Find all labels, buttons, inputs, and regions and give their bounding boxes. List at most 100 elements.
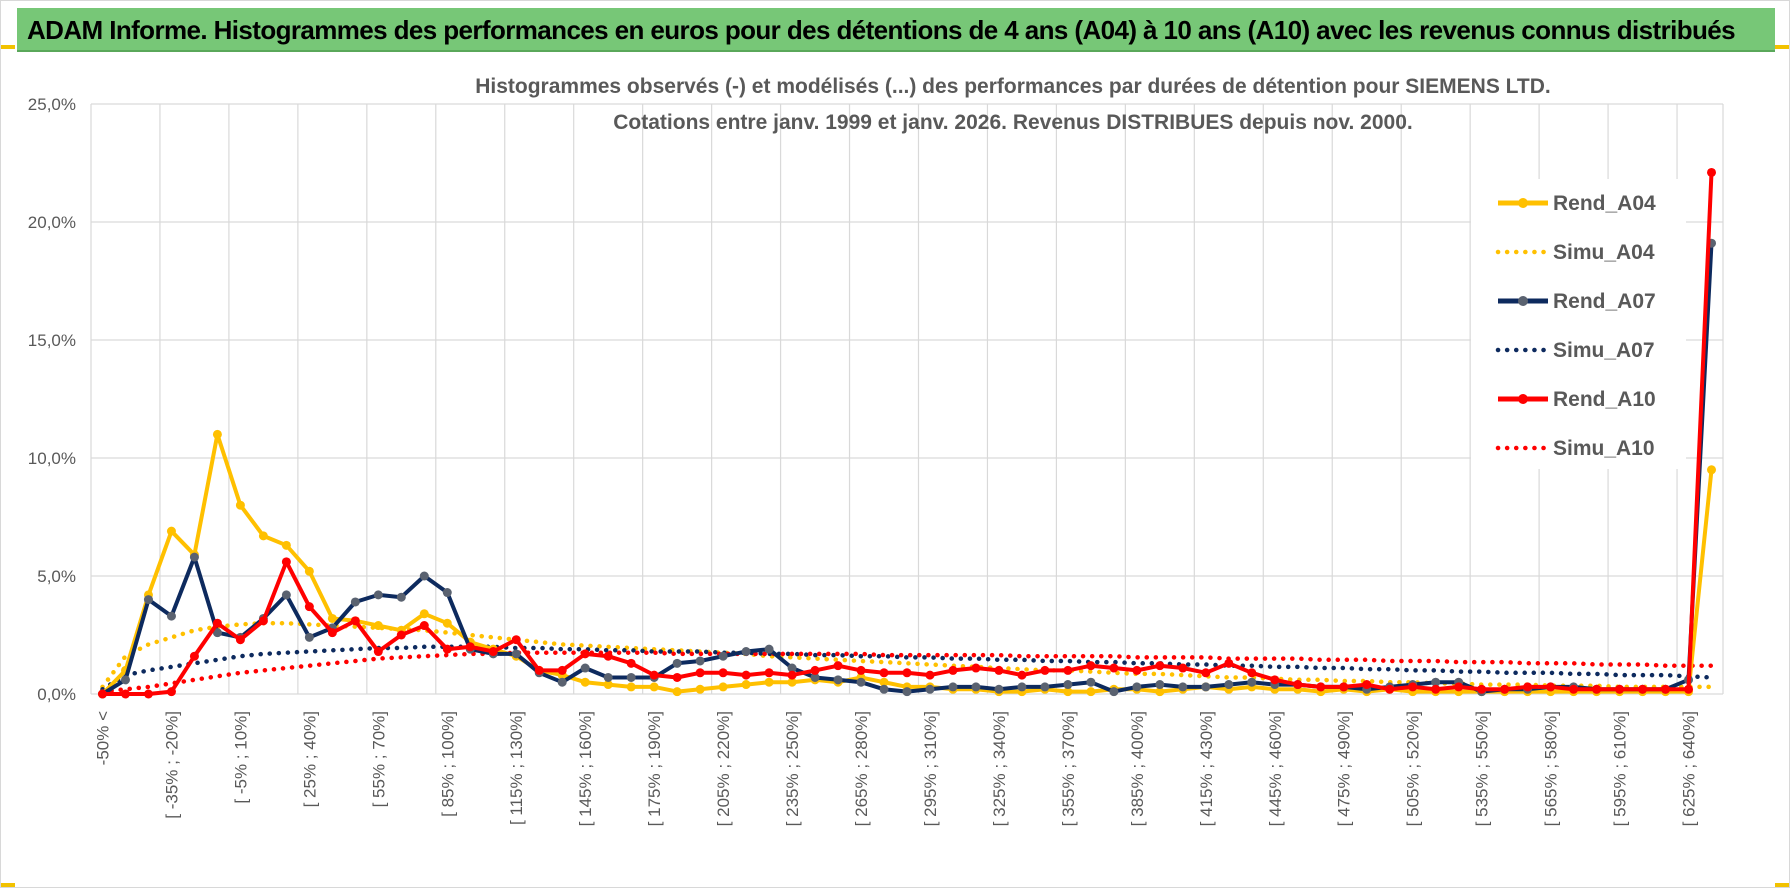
data-point — [373, 647, 383, 657]
data-point — [741, 647, 751, 657]
data-point — [925, 684, 935, 694]
x-tick-label: [ 565% ; 580%] — [1542, 711, 1561, 826]
series-layer — [97, 167, 1717, 699]
data-point — [235, 635, 245, 645]
data-point — [1684, 684, 1694, 694]
data-point — [212, 628, 222, 638]
data-point — [1155, 687, 1165, 697]
data-point — [718, 668, 728, 678]
data-point — [856, 677, 866, 687]
x-tick-label: [ 445% ; 460%] — [1266, 711, 1285, 826]
data-point — [580, 677, 590, 687]
data-point — [327, 613, 337, 623]
data-point — [1109, 687, 1119, 697]
data-point — [1569, 684, 1579, 694]
data-point — [1592, 684, 1602, 694]
data-point — [672, 672, 682, 682]
data-point — [1063, 665, 1073, 675]
data-point — [948, 665, 958, 675]
data-point — [258, 616, 268, 626]
x-tick-label: [ 25% ; 40%] — [300, 711, 319, 807]
data-point — [304, 566, 314, 576]
data-point — [764, 644, 774, 654]
data-point — [143, 595, 153, 605]
data-point — [603, 651, 613, 661]
data-point — [879, 684, 889, 694]
legend-label: Simu_A07 — [1553, 339, 1655, 362]
data-point — [258, 531, 268, 541]
x-tick-label: [ 535% ; 550%] — [1473, 711, 1492, 826]
data-point — [718, 651, 728, 661]
data-point — [1086, 677, 1096, 687]
data-point — [304, 602, 314, 612]
legend-label: Rend_A10 — [1553, 388, 1656, 411]
corner-mark-top-right — [1775, 45, 1789, 49]
x-tick-label: [ 115% ; 130%] — [507, 711, 526, 825]
data-point — [350, 597, 360, 607]
data-point — [1385, 684, 1395, 694]
data-point — [833, 675, 843, 685]
data-point — [442, 618, 452, 628]
data-point — [649, 682, 659, 692]
x-tick-label: [ 505% ; 520%] — [1404, 711, 1423, 826]
data-point — [1132, 665, 1142, 675]
data-point — [787, 677, 797, 687]
series-simu-a07 — [100, 644, 1714, 692]
data-point — [1109, 663, 1119, 673]
data-point — [1017, 670, 1027, 680]
data-point — [971, 682, 981, 692]
data-point — [1661, 684, 1671, 694]
data-point — [1615, 684, 1625, 694]
y-tick-label: 25,0% — [28, 95, 76, 114]
legend-marker — [1518, 394, 1528, 404]
legend-item: Simu_A04 — [1495, 241, 1655, 264]
data-point — [1178, 682, 1188, 692]
x-tick-label: [ 175% ; 190%] — [645, 711, 664, 826]
data-point — [626, 672, 636, 682]
data-point — [741, 680, 751, 690]
data-point — [1155, 680, 1165, 690]
y-tick-label: 20,0% — [28, 213, 76, 232]
data-point — [1293, 680, 1303, 690]
data-point — [143, 689, 153, 699]
data-point — [120, 689, 130, 699]
data-point — [212, 429, 222, 439]
data-point — [1155, 661, 1165, 671]
gridlines — [90, 103, 1724, 695]
series-rend-a10 — [97, 167, 1717, 699]
data-point — [1132, 682, 1142, 692]
data-point — [1270, 675, 1280, 685]
data-point — [235, 500, 245, 510]
data-point — [419, 609, 429, 619]
chart-title: Histogrammes observés (-) et modélisés (… — [475, 75, 1551, 98]
legend-item: Rend_A04 — [1498, 192, 1656, 215]
y-tick-label: 10,0% — [28, 449, 76, 468]
data-point — [1339, 682, 1349, 692]
legend-label: Simu_A10 — [1553, 437, 1655, 460]
data-point — [1224, 658, 1234, 668]
data-point — [1040, 682, 1050, 692]
data-point — [1546, 682, 1556, 692]
data-point — [672, 658, 682, 668]
legend-marker — [1518, 296, 1528, 306]
y-tick-label: 15,0% — [28, 331, 76, 350]
data-point — [580, 663, 590, 673]
series-line — [100, 644, 1714, 692]
legend-item: Rend_A10 — [1498, 388, 1656, 411]
data-point — [1224, 680, 1234, 690]
report-title: ADAM Informe. Histogrammes des performan… — [27, 15, 1736, 45]
data-point — [971, 663, 981, 673]
x-tick-label: [ 625% ; 640%] — [1680, 711, 1699, 826]
data-point — [1454, 682, 1464, 692]
data-point — [1086, 661, 1096, 671]
legend-label: Rend_A07 — [1553, 290, 1656, 313]
legend-item: Simu_A10 — [1495, 437, 1655, 460]
data-point — [511, 635, 521, 645]
data-point — [419, 621, 429, 631]
data-point — [810, 665, 820, 675]
data-point — [994, 684, 1004, 694]
x-axis: -50% < [ -35% ; -20%] [ -5% ; 10%] [ 25% ; … — [93, 711, 1698, 826]
data-point — [97, 689, 107, 699]
x-tick-label: [ 85% ; 100%] — [438, 711, 457, 817]
